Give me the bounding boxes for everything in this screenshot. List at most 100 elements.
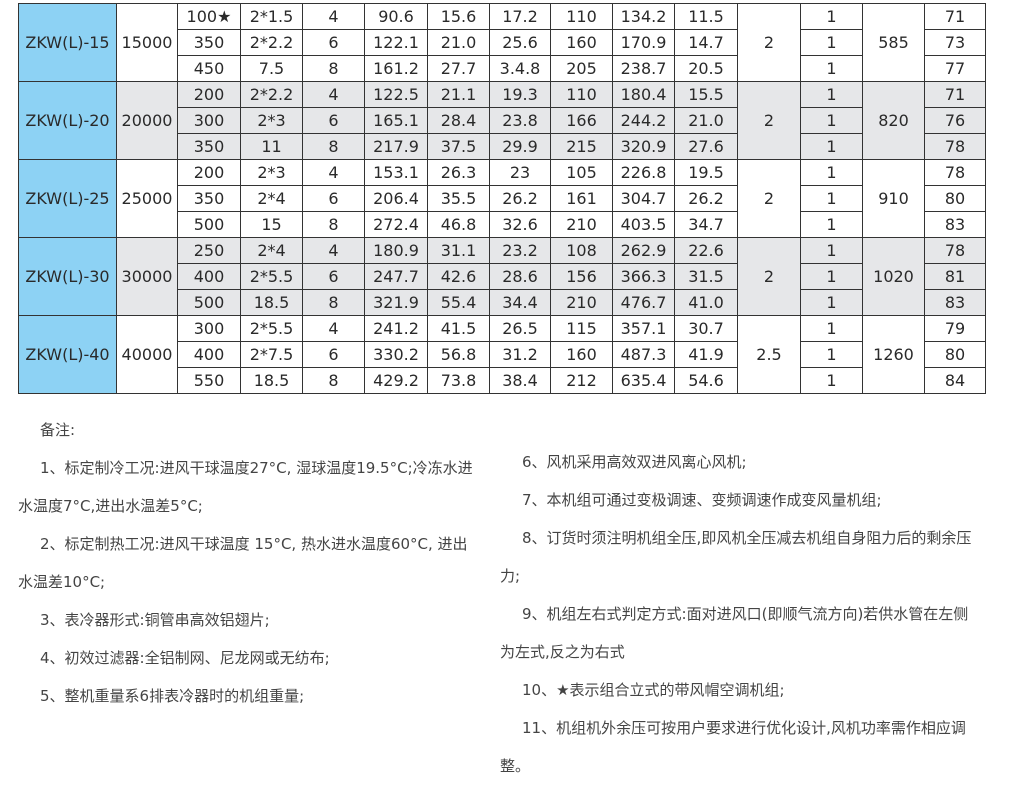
table-cell: 366.3 (612, 263, 675, 290)
table-cell: 27.6 (674, 133, 738, 160)
table-row: ZKW(L)-20 20000 200 2*2.2 4 122.5 21.1 19.3 110 1… (18, 81, 986, 160)
table-cell: 100★ (177, 3, 241, 30)
note-item: 6、风机采用高效双进风离心风机; (522, 453, 747, 471)
noise-cell: 78 (924, 237, 986, 264)
note-item: 5、整机重量系6排表冷器时的机组重量; (40, 687, 305, 705)
noise-cell: 80 (924, 341, 986, 368)
table-cell: 1 (800, 107, 863, 134)
table-cell: 321.9 (364, 289, 428, 316)
table-cell: 26.2 (674, 185, 738, 212)
table-cell: 500 (177, 211, 241, 238)
table-cell: 300 (177, 107, 241, 134)
table-cell: 330.2 (364, 341, 428, 368)
model-cell: ZKW(L)-15 (18, 3, 117, 82)
table-row: 350 2*2.2 6 122.1 21.0 25.6 160 170.9 14.7 1 73 (19, 29, 986, 56)
table-cell: 6 (302, 29, 365, 56)
table-cell: 2 (737, 159, 801, 238)
table-cell: 357.1 (612, 315, 675, 342)
table-cell: 1 (800, 341, 863, 368)
table-row: ZKW(L)-25 25000 200 2*3 4 153.1 26.3 23 105 226.8… (18, 159, 986, 238)
table-cell: 122.1 (364, 29, 428, 56)
table-cell: 250 (177, 237, 241, 264)
noise-cell: 76 (924, 107, 986, 134)
table-cell: 4 (302, 3, 365, 30)
table-row: ZKW(L)-40 40000 300 2*5.5 4 241.2 41.5 26.5 115 3… (18, 315, 986, 394)
table-cell: 2*7.5 (240, 341, 303, 368)
table-cell: 6 (302, 263, 365, 290)
weight-cell: 910 (862, 159, 925, 238)
table-row: 400 2*5.5 6 247.7 42.6 28.6 156 366.3 31.5 1 81 (19, 263, 986, 290)
table-cell: 350 (177, 185, 241, 212)
table-cell: 210 (550, 211, 613, 238)
table-cell: 272.4 (364, 211, 428, 238)
table-cell: 156 (550, 263, 613, 290)
table-cell: 38.4 (489, 367, 551, 394)
table-cell: 161.2 (364, 55, 428, 82)
table-cell: 2.5 (737, 315, 801, 394)
table-cell: 28.4 (427, 107, 490, 134)
noise-cell: 79 (924, 315, 986, 342)
note-item: 3、表冷器形式:铜管串高效铝翅片; (40, 611, 270, 629)
note-item: 7、本机组可通过变极调速、变频调速作成变风量机组; (522, 491, 882, 509)
table-cell: 4 (302, 159, 365, 186)
table-cell: 11 (240, 133, 303, 160)
table-cell: 2*4 (240, 185, 303, 212)
table-cell: 1 (800, 211, 863, 238)
table-cell: 180.4 (612, 81, 675, 108)
table-cell: 6 (302, 185, 365, 212)
table-cell: 30.7 (674, 315, 738, 342)
table-cell: 19.5 (674, 159, 738, 186)
table-cell: 1 (800, 29, 863, 56)
table-cell: 635.4 (612, 367, 675, 394)
table-cell: 34.7 (674, 211, 738, 238)
table-row: 350 11 8 217.9 37.5 29.9 215 320.9 27.6 1 78 (19, 133, 986, 160)
noise-cell: 71 (924, 81, 986, 108)
table-cell: 217.9 (364, 133, 428, 160)
table-cell: 26.3 (427, 159, 490, 186)
table-cell: 17.2 (489, 3, 551, 30)
table-cell: 42.6 (427, 263, 490, 290)
model-cell: ZKW(L)-30 (18, 237, 117, 316)
table-cell: 56.8 (427, 341, 490, 368)
noise-cell: 83 (924, 211, 986, 238)
table-cell: 8 (302, 289, 365, 316)
noise-cell: 78 (924, 159, 986, 186)
table-cell: 1 (800, 81, 863, 108)
table-cell: 403.5 (612, 211, 675, 238)
table-cell: 160 (550, 29, 613, 56)
table-cell: 15.6 (427, 3, 490, 30)
model-cell: ZKW(L)-40 (18, 315, 117, 394)
table-cell: 2*5.5 (240, 263, 303, 290)
table-row: 400 2*7.5 6 330.2 56.8 31.2 160 487.3 41.9 1 80 (19, 341, 986, 368)
table-row: ZKW(L)-15 15000 100★ 2*1.5 4 90.6 15.6 17.2 110 1… (18, 3, 986, 82)
note-item: 2、标定制热工况:进风干球温度 15°C, 热水进水温度60°C, 进出水温差1… (18, 535, 468, 591)
noise-cell: 83 (924, 289, 986, 316)
table-cell: 8 (302, 211, 365, 238)
table-cell: 1 (800, 3, 863, 30)
note-item: 4、初效过滤器:全铝制网、尼龙网或无纺布; (40, 649, 330, 667)
table-cell: 166 (550, 107, 613, 134)
table-cell: 153.1 (364, 159, 428, 186)
table-cell: 4 (302, 81, 365, 108)
table-cell: 23.8 (489, 107, 551, 134)
table-cell: 134.2 (612, 3, 675, 30)
table-cell: 2 (737, 81, 801, 160)
airflow-cell: 30000 (116, 237, 178, 316)
table-cell: 8 (302, 55, 365, 82)
table-cell: 18.5 (240, 367, 303, 394)
table-cell: 262.9 (612, 237, 675, 264)
airflow-cell: 15000 (116, 3, 178, 82)
table-row: 350 2*4 6 206.4 35.5 26.2 161 304.7 26.2 1 80 (19, 185, 986, 212)
table-cell: 320.9 (612, 133, 675, 160)
table-cell: 1 (800, 237, 863, 264)
note-item: 10、★表示组合立式的带风帽空调机组; (522, 681, 785, 699)
table-cell: 105 (550, 159, 613, 186)
table-cell: 1 (800, 289, 863, 316)
table-cell: 27.7 (427, 55, 490, 82)
weight-cell: 820 (862, 81, 925, 160)
table-cell: 1 (800, 55, 863, 82)
table-cell: 2*2.2 (240, 81, 303, 108)
table-cell: 110 (550, 81, 613, 108)
table-cell: 226.8 (612, 159, 675, 186)
table-cell: 8 (302, 367, 365, 394)
